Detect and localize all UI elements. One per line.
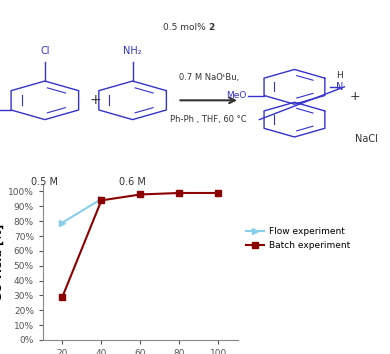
Text: NH₂: NH₂ bbox=[123, 46, 142, 56]
Text: 0.7 M NaOᵗBu,: 0.7 M NaOᵗBu, bbox=[179, 73, 239, 82]
Text: NaCl: NaCl bbox=[355, 134, 378, 144]
Text: MeO: MeO bbox=[226, 91, 246, 100]
Text: Ph-Ph , THF, 60 °C: Ph-Ph , THF, 60 °C bbox=[170, 115, 247, 124]
Text: Cl: Cl bbox=[40, 46, 50, 56]
Text: +: + bbox=[349, 90, 360, 103]
Text: 0.5 mol%: 0.5 mol% bbox=[163, 23, 209, 32]
Text: H: H bbox=[336, 71, 343, 80]
Legend: Flow experiment, Batch experiment: Flow experiment, Batch experiment bbox=[246, 227, 350, 250]
Text: +: + bbox=[90, 93, 101, 107]
Text: N: N bbox=[336, 82, 343, 92]
Text: 0.5 M: 0.5 M bbox=[31, 177, 58, 187]
Text: 0.6 M: 0.6 M bbox=[119, 177, 146, 187]
Y-axis label: GC Yield [%]: GC Yield [%] bbox=[0, 223, 4, 301]
Text: 2: 2 bbox=[209, 23, 215, 32]
